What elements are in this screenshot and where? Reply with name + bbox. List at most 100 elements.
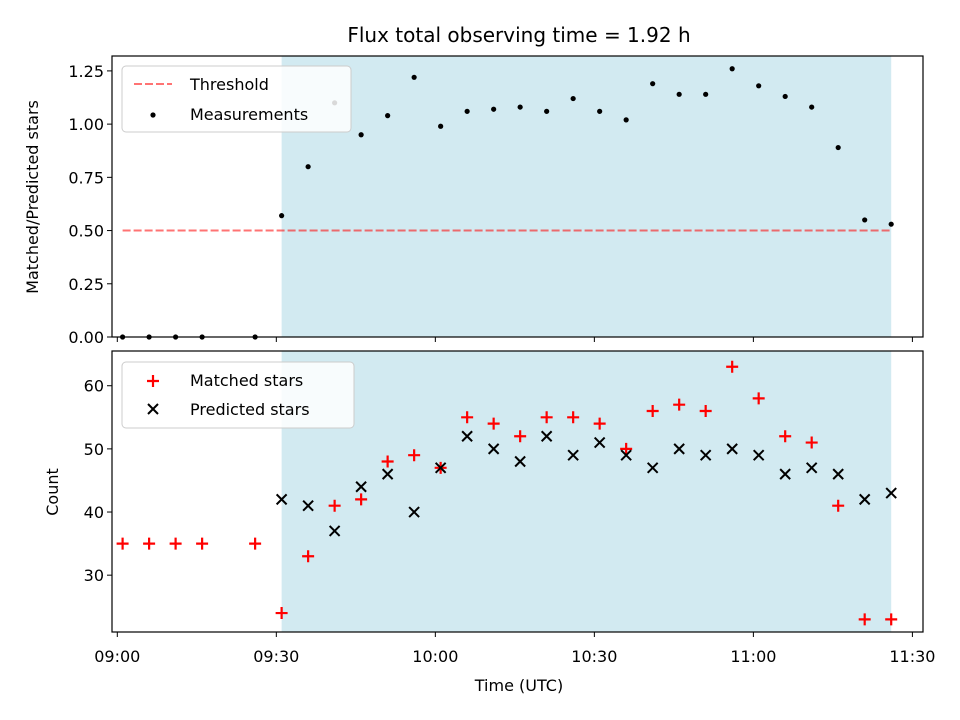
- matched-star-point: [275, 607, 288, 620]
- y-tick-label: 60: [84, 377, 104, 396]
- predicted-star-point: [726, 443, 738, 455]
- y-tick-label: 30: [84, 566, 104, 585]
- legend-matched-label: Matched stars: [190, 371, 303, 390]
- measurement-point: [385, 113, 391, 119]
- matched-star-point: [143, 537, 156, 550]
- predicted-star-point: [381, 468, 394, 480]
- predicted-star-point: [699, 449, 712, 461]
- x-tick-label: 11:30: [889, 647, 935, 666]
- predicted-star-point: [434, 462, 447, 474]
- bottom-axes-frame: [111, 350, 924, 633]
- measurement-point: [835, 144, 841, 151]
- predicted-star-point: [514, 455, 526, 468]
- matched-star-point: [487, 417, 500, 430]
- matched-star-point: [328, 499, 341, 512]
- x-tick-label: 11:00: [730, 647, 776, 666]
- measurement-point: [703, 91, 709, 97]
- measurement-point: [411, 74, 417, 80]
- y-tick-label: 0.50: [68, 222, 104, 241]
- matched-star-point: [408, 449, 421, 462]
- measurement-point: [279, 213, 285, 219]
- matched-star-point: [858, 613, 871, 626]
- predicted-star-point: [593, 436, 606, 449]
- predicted-star-point: [487, 443, 500, 455]
- bottom-legend-box: [121, 361, 355, 429]
- matched-star-point: [620, 442, 633, 455]
- predicted-star-point: [779, 468, 791, 480]
- y-tick-label: 40: [84, 503, 104, 522]
- matched-star-point: [805, 436, 818, 449]
- predicted-star-point: [355, 481, 367, 493]
- predicted-star-point: [275, 493, 288, 506]
- y-tick-label: 50: [84, 440, 104, 459]
- matched-star-point: [726, 360, 739, 373]
- measurement-point: [358, 132, 364, 138]
- matched-star-point: [567, 411, 580, 424]
- y-tick-label: 0.75: [68, 168, 104, 187]
- measurement-point: [570, 95, 576, 102]
- matched-star-point: [196, 537, 209, 550]
- predicted-star-point: [328, 525, 341, 537]
- top-legend: Threshold Measurements: [121, 65, 352, 133]
- predicted-star-point: [620, 449, 632, 461]
- measurement-point: [729, 66, 735, 72]
- matched-star-point: [249, 537, 262, 550]
- matched-star-point: [646, 404, 659, 417]
- matched-star-point: [885, 613, 898, 626]
- matched-star-point: [302, 550, 315, 563]
- measurement-point: [650, 81, 656, 87]
- predicted-star-point: [858, 493, 871, 506]
- legend-measurements-swatch: [150, 112, 156, 118]
- x-tick-label: 09:30: [253, 647, 299, 666]
- predicted-star-point: [805, 462, 818, 474]
- legend-measurements-label: Measurements: [190, 105, 308, 124]
- y-tick-label: 0.00: [68, 328, 104, 347]
- measurement-point: [862, 217, 868, 223]
- measurement-point: [809, 104, 815, 110]
- predicted-star-point: [540, 430, 553, 442]
- x-tick-label: 10:00: [412, 647, 458, 666]
- measurement-point: [782, 93, 788, 100]
- y-tick-label: 1.25: [68, 62, 104, 81]
- matched-star-point: [752, 392, 765, 405]
- bottom-ylabel: Count: [43, 468, 62, 516]
- predicted-star-point: [302, 500, 314, 512]
- matched-star-point: [540, 411, 553, 424]
- matched-star-point: [355, 493, 368, 506]
- observing-interval-shade: [281, 351, 892, 632]
- predicted-star-point: [752, 449, 765, 461]
- predicted-star-point: [646, 462, 659, 474]
- matched-star-point: [169, 537, 182, 550]
- measurement-point: [438, 123, 444, 129]
- matched-star-point: [779, 430, 792, 443]
- measurement-point: [305, 164, 311, 170]
- predicted-star-point: [673, 443, 685, 455]
- matched-star-point: [116, 537, 129, 550]
- measurement-point: [517, 104, 523, 110]
- bottom-legend: Matched stars Predicted stars: [121, 361, 355, 429]
- measurement-point: [888, 221, 894, 227]
- predicted-star-point: [832, 468, 844, 480]
- x-tick-label: 09:00: [94, 647, 140, 666]
- matched-star-point: [832, 499, 845, 512]
- observing-interval-shade: [281, 56, 892, 337]
- measurement-point: [544, 108, 550, 114]
- measurement-point: [464, 108, 470, 114]
- legend-threshold-label: Threshold: [189, 75, 269, 94]
- measurement-point: [597, 108, 603, 114]
- predicted-star-point: [408, 506, 420, 518]
- legend-predicted-swatch: [147, 403, 159, 415]
- legend-matched-swatch: [147, 375, 159, 387]
- matched-star-point: [514, 430, 527, 443]
- measurement-point: [756, 83, 762, 89]
- bottom-xlabel: Time (UTC): [474, 676, 563, 695]
- matched-star-point: [699, 404, 712, 417]
- predicted-star-point: [567, 449, 579, 461]
- matched-star-point: [461, 411, 474, 424]
- predicted-star-point: [461, 430, 473, 442]
- top-legend-box: [121, 65, 352, 133]
- predicted-star-point: [885, 487, 897, 499]
- matched-star-point: [381, 455, 394, 468]
